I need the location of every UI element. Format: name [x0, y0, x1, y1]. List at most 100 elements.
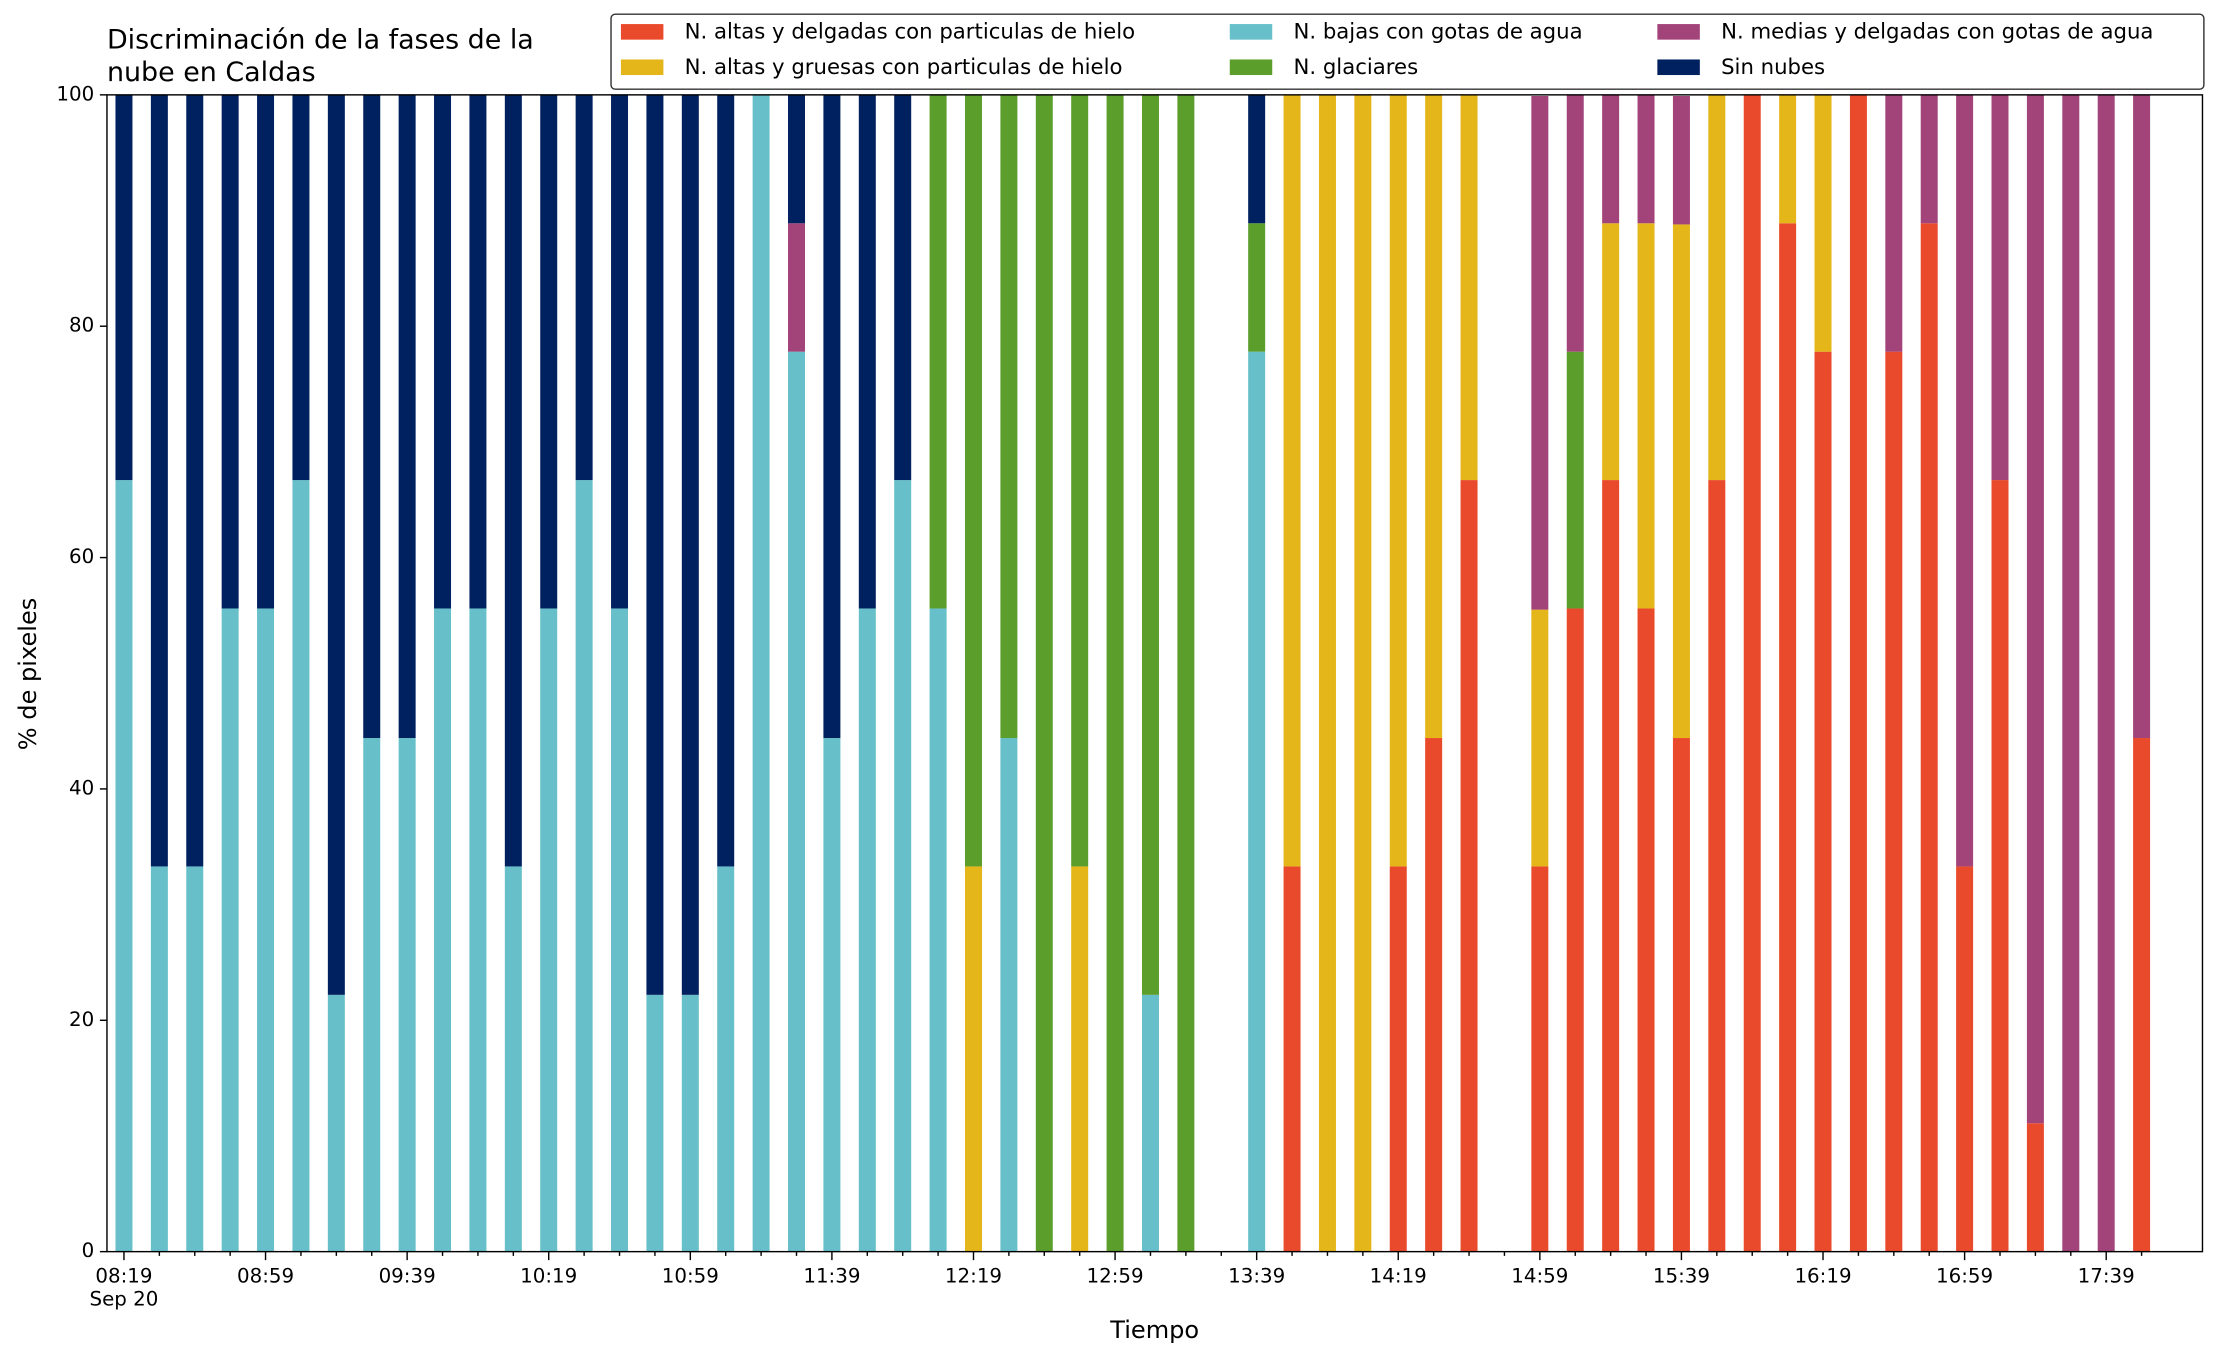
bar-segment [1920, 94, 1938, 224]
bar-segment [1814, 94, 1832, 352]
bar-segment [1991, 480, 2009, 1252]
x-tick-label: 10:19 [520, 1265, 577, 1288]
bar-segment [1566, 608, 1584, 1252]
bar-segment [1672, 96, 1690, 225]
bar-segment [1708, 94, 1726, 481]
bar-segment [1531, 96, 1549, 610]
y-axis-label: % de pixeles [14, 598, 42, 751]
bar-segment [2062, 94, 2080, 1252]
legend-label: N. altas y delgadas con particulas de hi… [685, 20, 1135, 45]
bar-segment [2133, 94, 2151, 739]
bar-segment [115, 94, 133, 481]
bar-segment [611, 94, 629, 609]
bar-segment [504, 94, 522, 867]
bar-segment [1531, 866, 1549, 1252]
bar-segment [1071, 866, 1089, 1252]
bar-segment [1389, 866, 1407, 1252]
bar-segment [894, 94, 912, 481]
bar-segment [1106, 94, 1124, 1252]
legend-label: N. altas y gruesas con particulas de hie… [685, 55, 1123, 80]
legend-label: N. bajas con gotas de agua [1293, 20, 1582, 45]
x-tick-label: 12:19 [945, 1265, 1002, 1288]
bar-segment [681, 994, 699, 1252]
bar-segment [398, 94, 416, 739]
x-tick-label: 16:19 [1794, 1265, 1851, 1288]
bar-segment [150, 94, 168, 867]
x-tick-label: 14:19 [1370, 1265, 1427, 1288]
bar-segment [292, 94, 310, 481]
x-tick-label: 10:59 [662, 1265, 719, 1288]
bar-segment [1672, 224, 1690, 739]
bar-segment [327, 994, 345, 1252]
bar-segment [540, 94, 558, 609]
bar-segment [186, 866, 204, 1252]
bar-segment [1248, 223, 1266, 352]
bar-segment [221, 608, 239, 1252]
bar-segment [469, 608, 487, 1252]
x-tick-label: 15:39 [1653, 1265, 1710, 1288]
y-tick-label: 100 [56, 82, 94, 105]
chart-title: nube en Caldas [107, 57, 316, 88]
x-tick-label: 12:59 [1087, 1265, 1144, 1288]
bar-segment [611, 608, 629, 1252]
x-tick-label: 11:39 [803, 1265, 860, 1288]
bar-segment [327, 94, 345, 995]
bar-segment [1177, 94, 1195, 1252]
bar-segment [257, 608, 275, 1252]
bar-segment [434, 94, 452, 609]
bar-segment [363, 738, 381, 1252]
x-tick-label: 08:19 [95, 1265, 152, 1288]
bar-segment [681, 94, 699, 995]
bar-segment [1637, 608, 1655, 1252]
bar-segment [2133, 738, 2151, 1252]
bar-segment [1637, 94, 1655, 224]
bar-segment [575, 94, 593, 481]
bar-segment [788, 351, 806, 1252]
x-tick-label: 13:39 [1228, 1265, 1285, 1288]
bar-segment [1956, 94, 1974, 867]
bar-segment [646, 994, 664, 1252]
x-tick-label: 08:59 [237, 1265, 294, 1288]
bar-segment [1920, 223, 1938, 1252]
bar-segment [1885, 351, 1903, 1252]
bar-segment [1141, 94, 1159, 995]
bar-segment [858, 94, 876, 609]
bar-segment [823, 94, 841, 739]
bar-segment [1531, 609, 1549, 867]
bar-segment [1779, 223, 1797, 1252]
x-axis-label: Tiempo [1109, 1316, 1199, 1344]
bar-segment [363, 94, 381, 739]
bar-segment [115, 480, 133, 1252]
bar-segment [1141, 994, 1159, 1252]
bar-segment [788, 94, 806, 224]
legend-label: N. glaciares [1293, 55, 1418, 80]
legend-box [610, 13, 2205, 90]
bar-segment [858, 608, 876, 1252]
bar-segment [221, 94, 239, 609]
x-tick-label: 16:59 [1936, 1265, 1993, 1288]
bar-segment [788, 223, 806, 352]
y-tick-label: 60 [69, 545, 94, 568]
bar-segment [1602, 223, 1620, 481]
bar-segment [1566, 351, 1584, 609]
legend-label: N. medias y delgadas con gotas de agua [1721, 20, 2153, 45]
legend-swatch [1657, 59, 1700, 76]
bar-segment [1354, 94, 1372, 1252]
bar-segment [1248, 94, 1266, 224]
bar-segment [575, 480, 593, 1252]
bar-segment [1425, 94, 1443, 739]
bar-segment [1672, 738, 1690, 1252]
x-tick-label: 14:59 [1511, 1265, 1568, 1288]
y-tick-label: 40 [69, 776, 94, 799]
bar-segment [540, 608, 558, 1252]
bar-segment [1743, 94, 1761, 1252]
bar-segment [1849, 94, 1867, 1252]
bar-segment [1991, 94, 2009, 481]
bar-segment [398, 738, 416, 1252]
bar-segment [257, 94, 275, 609]
bar-segment [434, 608, 452, 1252]
x-tick-label: 17:39 [2078, 1265, 2135, 1288]
bar-segment [929, 608, 947, 1252]
